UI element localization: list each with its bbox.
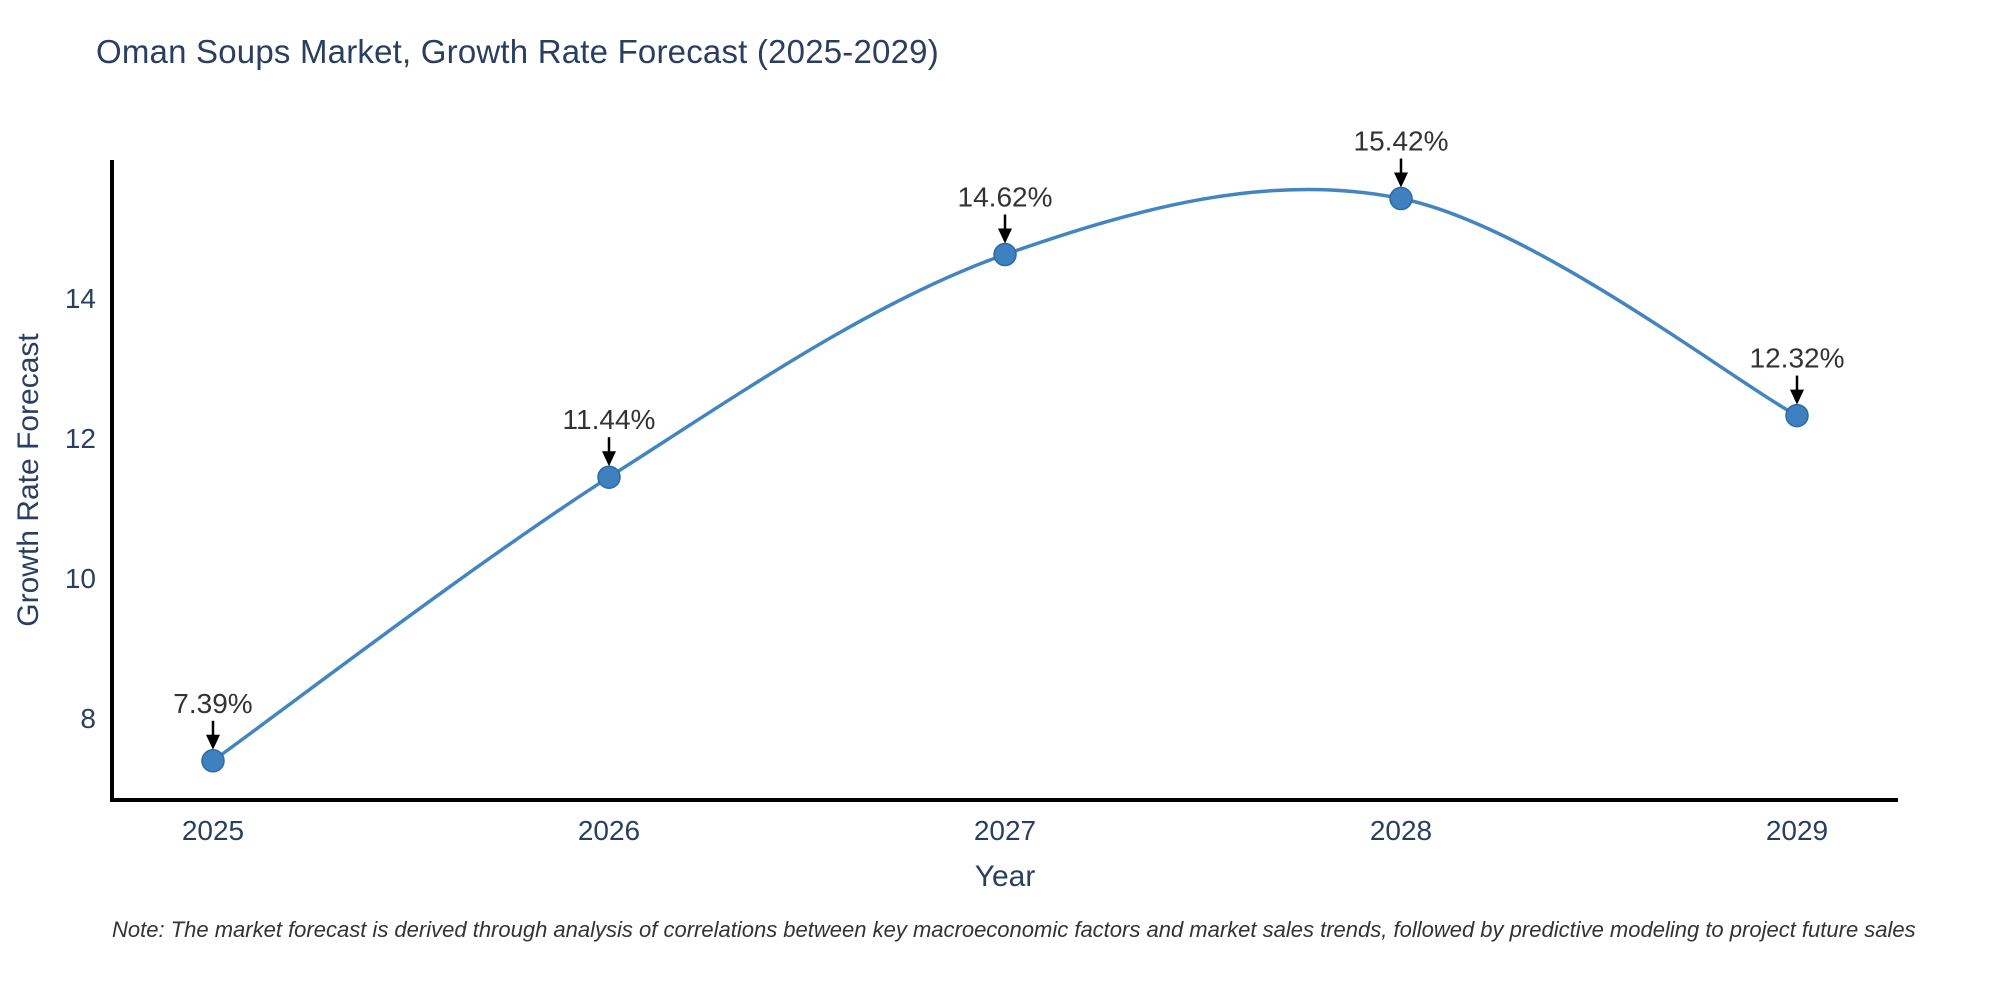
annotation-arrow-head	[998, 228, 1012, 244]
annotation-label: 14.62%	[958, 182, 1053, 213]
chart-title: Oman Soups Market, Growth Rate Forecast …	[96, 33, 939, 70]
data-point-marker	[1389, 186, 1413, 211]
y-tick-label: 8	[80, 703, 96, 734]
y-axis-title: Growth Rate Forecast	[12, 333, 45, 627]
x-tick-label: 2027	[974, 815, 1036, 846]
data-point-marker	[1785, 403, 1809, 428]
data-point-marker	[993, 242, 1017, 267]
y-tick-label: 12	[65, 423, 96, 454]
footnote: Note: The market forecast is derived thr…	[112, 917, 1916, 942]
x-tick-label: 2029	[1766, 815, 1828, 846]
x-tick-label: 2028	[1370, 815, 1432, 846]
annotation-arrow-head	[1790, 389, 1804, 405]
annotation-arrow-head	[602, 451, 616, 467]
annotation-label: 11.44%	[563, 404, 656, 435]
data-point-marker	[201, 749, 225, 773]
x-tick-label: 2025	[182, 815, 244, 846]
annotation-label: 15.42%	[1354, 126, 1449, 157]
y-tick-label: 10	[65, 563, 96, 594]
x-axis-title: Year	[975, 860, 1036, 893]
annotation-label: 12.32%	[1750, 343, 1845, 374]
y-tick-label: 14	[65, 283, 96, 314]
annotation-label: 7.39%	[173, 688, 252, 719]
data-point-marker	[597, 465, 621, 489]
forecast-line	[211, 187, 1798, 763]
x-tick-label: 2026	[578, 815, 640, 846]
annotation-arrow-head	[206, 734, 220, 750]
annotation-arrow-head	[1394, 172, 1408, 188]
